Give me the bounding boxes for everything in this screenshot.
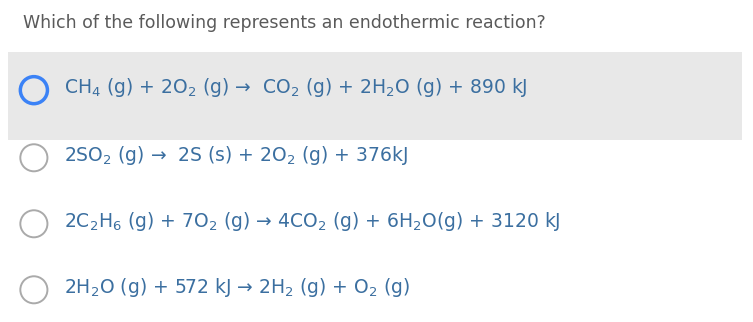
Text: 2$\mathregular{H_2}$O (g) + 572 kJ → 2$\mathregular{H_2}$ (g) + $\mathregular{O_: 2$\mathregular{H_2}$O (g) + 572 kJ → 2$\… [64, 276, 410, 299]
Text: Which of the following represents an endothermic reaction?: Which of the following represents an end… [23, 14, 545, 33]
FancyBboxPatch shape [8, 52, 742, 140]
Text: $\mathregular{CH_4}$ (g) + 2$\mathregular{O_2}$ (g) →  $\mathregular{CO_2}$ (g) : $\mathregular{CH_4}$ (g) + 2$\mathregula… [64, 76, 528, 99]
Text: 2$\mathregular{SO_2}$ (g) →  2S (s) + 2$\mathregular{O_2}$ (g) + 376kJ: 2$\mathregular{SO_2}$ (g) → 2S (s) + 2$\… [64, 144, 408, 167]
Text: 2$\mathregular{C_2H_6}$ (g) + 7$\mathregular{O_2}$ (g) → 4$\mathregular{CO_2}$ (: 2$\mathregular{C_2H_6}$ (g) + 7$\mathreg… [64, 210, 560, 233]
